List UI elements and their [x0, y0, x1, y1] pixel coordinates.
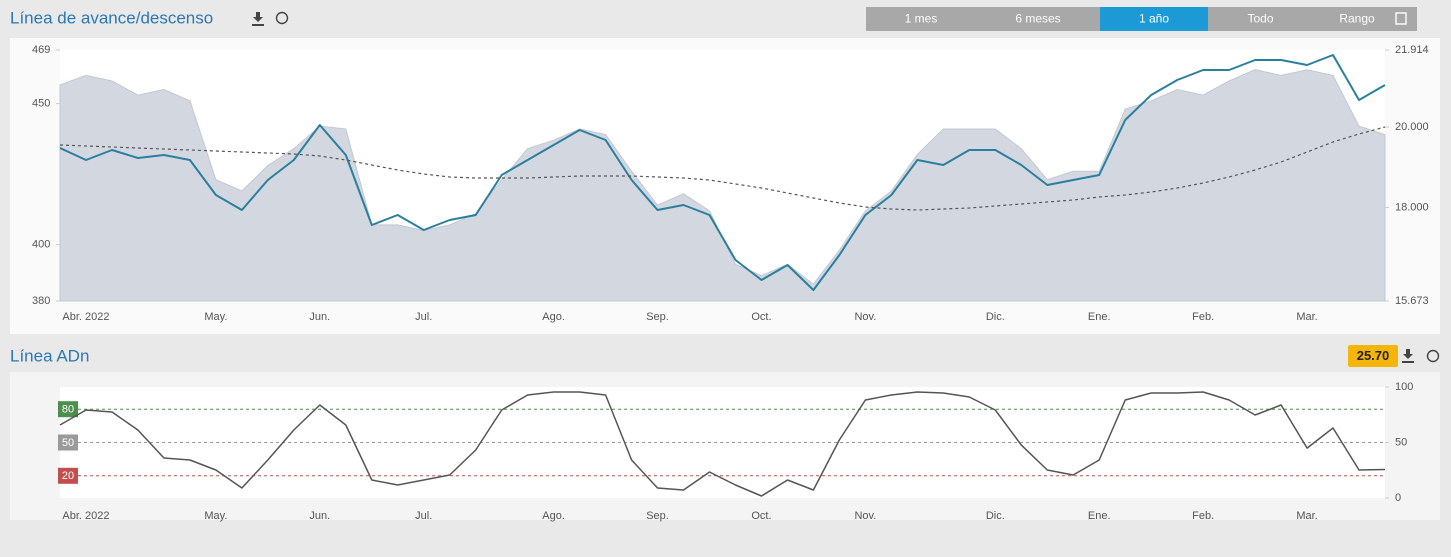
- help-icon[interactable]: [1426, 349, 1440, 363]
- level-badge: [58, 467, 78, 484]
- range-button-label: Rango: [1339, 12, 1375, 26]
- x-tick-label: Jul.: [415, 510, 432, 522]
- x-tick-label: Ago.: [542, 510, 565, 522]
- range-button[interactable]: [1208, 7, 1313, 31]
- y2-tick-label: 15.673: [1395, 295, 1429, 307]
- range-button[interactable]: [1100, 7, 1208, 31]
- y-tick-label: 469: [32, 44, 50, 56]
- range-button[interactable]: [1313, 7, 1417, 31]
- chart-title: Línea ADn: [10, 346, 89, 365]
- x-tick-label: Feb.: [1192, 311, 1214, 323]
- x-tick-label: Jul.: [415, 311, 432, 323]
- y2-tick-label: 18.000: [1395, 201, 1429, 213]
- x-tick-label: May.: [204, 510, 227, 522]
- x-tick-label: May.: [204, 311, 227, 323]
- y-tick-label: 0: [1395, 492, 1401, 504]
- range-button-label: 1 año: [1139, 12, 1169, 26]
- level-badge-label: 20: [62, 470, 74, 482]
- value-badge-label: 25.70: [1357, 348, 1390, 363]
- x-tick-label: Oct.: [751, 311, 771, 323]
- x-tick-label: Ene.: [1088, 311, 1111, 323]
- download-icon[interactable]: [1402, 349, 1414, 363]
- x-tick-label: Jun.: [309, 510, 330, 522]
- x-tick-label: Jun.: [309, 311, 330, 323]
- x-tick-label: Abr. 2022: [62, 311, 109, 323]
- y2-tick-label: 21.914: [1395, 44, 1429, 56]
- line: [59, 391, 1386, 497]
- range-button-label: Todo: [1247, 12, 1273, 26]
- x-tick-label: Ene.: [1088, 510, 1111, 522]
- x-tick-label: Sep.: [646, 311, 669, 323]
- level-badge-label: 50: [62, 437, 74, 449]
- x-tick-label: Nov.: [854, 311, 876, 323]
- level-badge: [58, 401, 78, 418]
- x-tick-label: Oct.: [751, 510, 771, 522]
- help-icon[interactable]: [275, 11, 289, 25]
- x-tick-label: Sep.: [646, 510, 669, 522]
- x-tick-label: Mar.: [1296, 510, 1317, 522]
- icons[interactable]: [252, 11, 1440, 363]
- x-tick-label: Dic.: [986, 311, 1005, 323]
- y-tick-label: 450: [32, 97, 50, 109]
- x-tick-label: Nov.: [854, 510, 876, 522]
- x-tick-label: Dic.: [986, 510, 1005, 522]
- y-tick-label: 400: [32, 239, 50, 251]
- y-tick-label: 100: [1395, 381, 1413, 393]
- x-tick-label: Abr. 2022: [62, 510, 109, 522]
- y-tick-label: 50: [1395, 436, 1407, 448]
- y2-tick-label: 20.000: [1395, 121, 1429, 133]
- x-tick-label: Mar.: [1296, 311, 1317, 323]
- x-tick-label: Ago.: [542, 311, 565, 323]
- range-button[interactable]: [976, 7, 1100, 31]
- download-icon[interactable]: [252, 12, 264, 26]
- chart-title: Línea de avance/descenso: [10, 8, 213, 27]
- range-button-label: 1 mes: [905, 12, 938, 26]
- area: [59, 69, 1386, 302]
- calendar-icon: [1395, 12, 1407, 25]
- x-tick-label: Feb.: [1192, 510, 1214, 522]
- value-badge: [1348, 345, 1398, 367]
- y-tick-label: 380: [32, 295, 50, 307]
- level-badge: [58, 434, 78, 451]
- level-badge-label: 80: [62, 404, 74, 416]
- range-button[interactable]: [866, 7, 976, 31]
- line: [59, 54, 1386, 291]
- range-button-label: 6 meses: [1015, 12, 1060, 26]
